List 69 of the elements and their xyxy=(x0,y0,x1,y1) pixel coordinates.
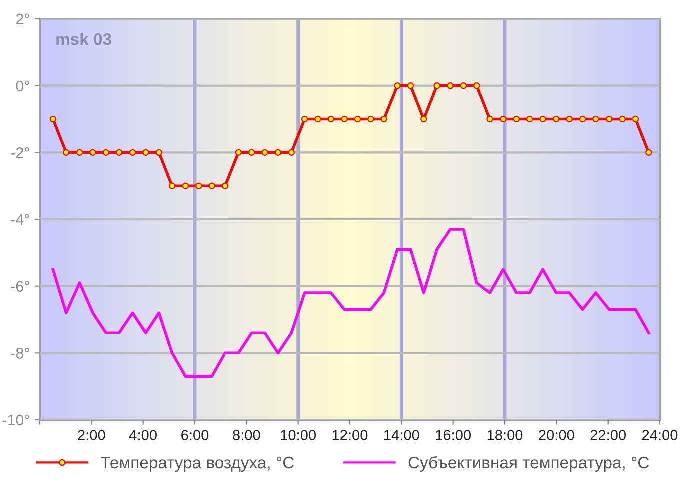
point xyxy=(486,116,494,123)
point xyxy=(368,116,374,123)
point xyxy=(63,149,70,156)
y-tick-label: -2° xyxy=(11,148,30,158)
point xyxy=(182,182,190,190)
point xyxy=(606,116,613,123)
point xyxy=(235,149,242,156)
point xyxy=(553,116,560,123)
x-tick-label: 24:00 xyxy=(642,430,678,440)
point xyxy=(513,116,520,123)
point xyxy=(262,149,268,156)
point xyxy=(447,82,454,90)
x-tick-label: 20:00 xyxy=(539,430,574,440)
point xyxy=(646,149,652,156)
point xyxy=(328,116,334,123)
point xyxy=(579,116,586,123)
x-tick-label: 18:00 xyxy=(488,430,523,440)
x-tick-label: 2:00 xyxy=(78,430,106,440)
point xyxy=(460,82,467,90)
point xyxy=(592,116,600,123)
point xyxy=(129,149,136,156)
point xyxy=(566,116,573,123)
point xyxy=(301,116,308,123)
y-tick-label: -10° xyxy=(2,414,30,426)
point xyxy=(394,82,401,90)
point xyxy=(434,82,440,90)
point xyxy=(102,149,110,156)
point xyxy=(380,116,388,123)
y-tick-label: -8° xyxy=(11,348,30,359)
point xyxy=(116,149,123,156)
point xyxy=(354,116,362,123)
point xyxy=(222,182,229,190)
point xyxy=(50,116,57,123)
point xyxy=(540,116,546,123)
x-tick-label: 14:00 xyxy=(384,430,420,440)
x-tick-label: 16:00 xyxy=(436,430,472,440)
point xyxy=(142,149,150,156)
point xyxy=(156,149,162,156)
point xyxy=(341,116,348,123)
point xyxy=(248,149,256,156)
legend-label: Субъективная температура, °C xyxy=(408,456,650,472)
point xyxy=(526,116,534,123)
point xyxy=(420,116,428,123)
x-tick-label: 8:00 xyxy=(233,430,260,440)
point xyxy=(168,182,176,190)
point xyxy=(314,116,322,123)
point xyxy=(196,182,202,190)
point xyxy=(90,149,96,156)
x-tick-label: 10:00 xyxy=(281,430,316,440)
y-tick-label: -6° xyxy=(11,281,30,292)
annotation: msk 03 xyxy=(56,33,112,46)
x-tick-label: 12:00 xyxy=(332,430,368,440)
y-tick-label: 2° xyxy=(16,14,30,25)
y-tick-label: -4° xyxy=(11,214,30,226)
point xyxy=(274,149,282,156)
legend-label: Температура воздуха, °C xyxy=(101,456,294,472)
point xyxy=(619,116,626,123)
x-tick-label: 22:00 xyxy=(590,430,626,440)
point xyxy=(632,116,640,123)
x-tick-label: 4:00 xyxy=(129,430,157,440)
y-tick-label: 0° xyxy=(16,80,30,92)
line-series xyxy=(52,228,650,378)
x-tick-label: 6:00 xyxy=(182,430,209,440)
point xyxy=(500,116,507,123)
point xyxy=(407,82,414,90)
point xyxy=(208,182,216,190)
point xyxy=(474,82,480,90)
point xyxy=(288,149,295,156)
point xyxy=(76,149,84,156)
